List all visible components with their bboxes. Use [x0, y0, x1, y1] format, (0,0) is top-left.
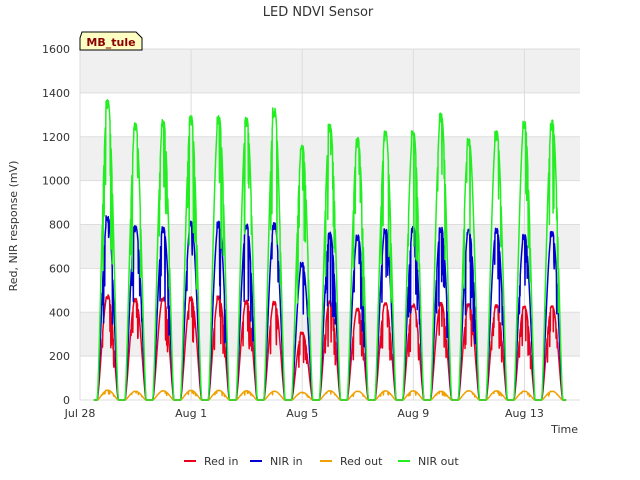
y-tick-label-4: 800 — [49, 219, 70, 232]
x-tick-label-2: Aug 5 — [286, 407, 318, 420]
band-7 — [80, 49, 580, 93]
legend-label-0: Red in — [204, 455, 238, 468]
site-badge: MB_tule — [79, 31, 143, 51]
x-tick-label-1: Aug 1 — [175, 407, 207, 420]
chart-title: LED NDVI Sensor — [263, 5, 374, 20]
x-axis-ticks: Jul 28 Aug 1 Aug 5 Aug 9 Aug 13 — [64, 407, 544, 420]
y-tick-label-6: 1200 — [42, 131, 70, 144]
site-badge-label: MB_tule — [86, 36, 135, 49]
y-axis-label: Red, NIR response (mV) — [7, 161, 20, 292]
y-axis-ticks: 0 200 400 600 800 1000 1200 1400 1600 — [42, 43, 70, 407]
x-tick-label-3: Aug 9 — [397, 407, 429, 420]
y-tick-label-0: 0 — [63, 394, 70, 407]
y-tick-label-2: 400 — [49, 306, 70, 319]
legend-label-1: NIR in — [270, 455, 303, 468]
y-tick-label-8: 1600 — [42, 43, 70, 56]
series-lines — [93, 99, 567, 401]
band-1 — [80, 312, 580, 357]
x-tick-label-4: Aug 13 — [505, 407, 544, 420]
x-axis-label: Time — [550, 423, 578, 436]
x-tick-label-0: Jul 28 — [64, 407, 96, 420]
y-tick-label-1: 200 — [49, 350, 70, 363]
series-line-nir-out — [93, 99, 567, 401]
site-badge-box — [79, 31, 143, 51]
legend-label-3: NIR out — [418, 455, 459, 468]
series-line-red-out — [93, 389, 567, 401]
y-tick-label-7: 1400 — [42, 87, 70, 100]
legend-label-2: Red out — [340, 455, 383, 468]
y-tick-label-3: 600 — [49, 262, 70, 275]
legend: Red in NIR in Red out NIR out — [184, 455, 459, 468]
band-4 — [80, 180, 580, 225]
y-tick-label-5: 1000 — [42, 175, 70, 188]
